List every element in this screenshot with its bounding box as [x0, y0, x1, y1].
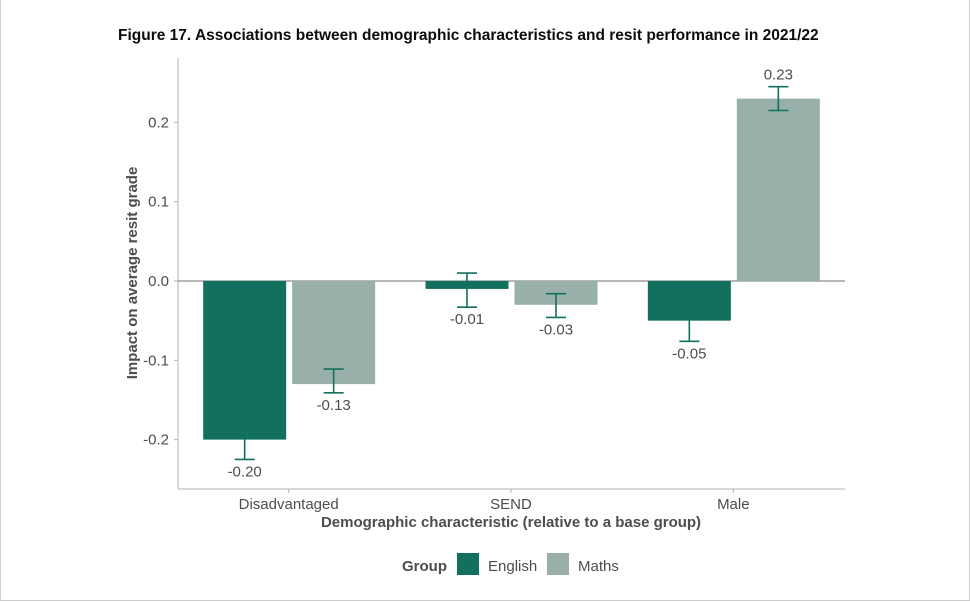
figure-title: Figure 17. Associations between demograp… [118, 27, 819, 44]
x-ticks: Disadvantaged SEND Male [239, 489, 750, 513]
data-label: -0.01 [450, 311, 484, 328]
y-tick-label: 0.2 [148, 114, 169, 131]
bars [203, 98, 820, 440]
y-tick-label: -0.2 [143, 432, 169, 449]
bar-maths-disadvantaged [292, 281, 376, 385]
error-bars [234, 85, 789, 461]
legend: Group English Maths [402, 553, 619, 575]
legend-label-english: English [488, 558, 537, 575]
bar-maths-male [736, 98, 820, 281]
bar-english-disadvantaged [203, 281, 287, 440]
y-tick-label: 0.0 [148, 273, 169, 290]
legend-swatch-english [457, 553, 479, 575]
data-labels: -0.20 -0.01 -0.05 -0.13 -0.03 0.23 [228, 67, 793, 481]
data-label: 0.23 [764, 67, 793, 84]
data-label: -0.05 [672, 345, 706, 362]
legend-label-maths: Maths [578, 558, 619, 575]
data-label: -0.03 [539, 321, 573, 338]
x-tick-label: Disadvantaged [239, 496, 339, 513]
y-tick-label: -0.1 [143, 352, 169, 369]
y-ticks: -0.2 -0.1 0.0 0.1 0.2 [143, 114, 178, 449]
y-axis-title: Impact on average resit grade [124, 167, 141, 380]
data-label: -0.13 [317, 397, 351, 414]
y-tick-label: 0.1 [148, 194, 169, 211]
legend-swatch-maths [547, 553, 569, 575]
x-axis-title: Demographic characteristic (relative to … [321, 514, 701, 531]
x-tick-label: SEND [490, 496, 532, 513]
legend-title: Group [402, 558, 447, 575]
x-tick-label: Male [717, 496, 750, 513]
data-label: -0.20 [228, 463, 262, 480]
